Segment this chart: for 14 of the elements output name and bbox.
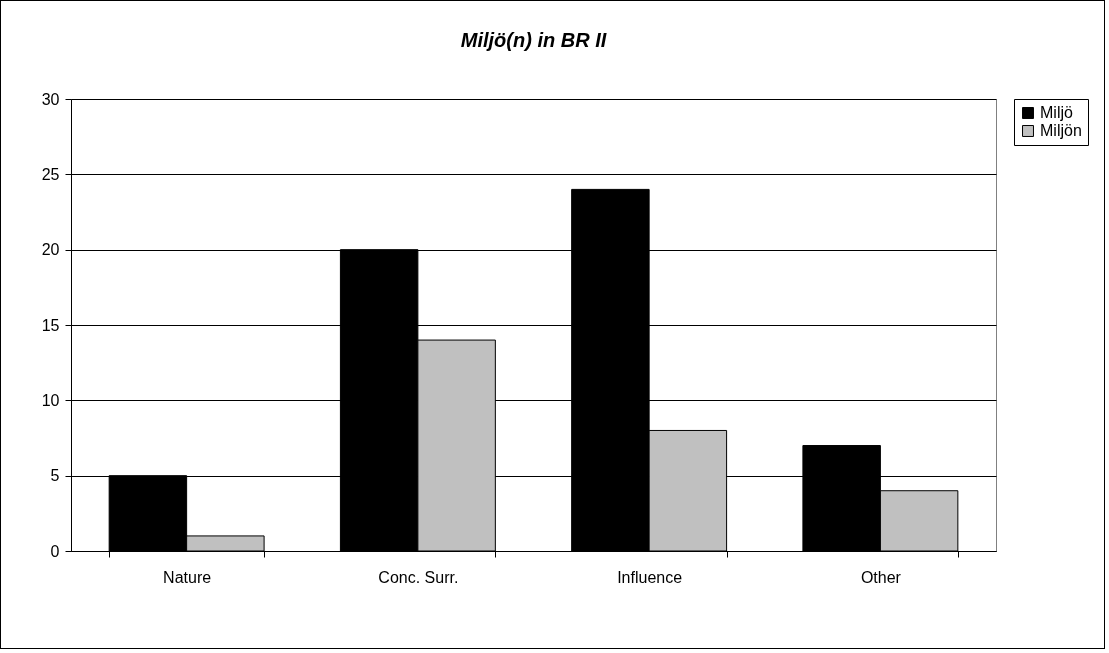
y-tick-label: 0 bbox=[50, 542, 60, 560]
x-tick-label: Influence bbox=[617, 568, 683, 586]
legend-label: Miljön bbox=[1040, 122, 1082, 139]
y-tick-label: 15 bbox=[41, 316, 60, 334]
y-tick-label: 20 bbox=[41, 241, 60, 259]
x-tick-label: Nature bbox=[163, 568, 212, 586]
chart-title: Miljö(n) in BR II bbox=[460, 29, 607, 51]
y-tick-label: 30 bbox=[41, 90, 60, 108]
y-tick-label: 10 bbox=[41, 391, 60, 409]
legend-label: Miljö bbox=[1040, 104, 1073, 121]
y-tick-label: 25 bbox=[41, 165, 60, 183]
x-tick-label: Conc. Surr. bbox=[378, 568, 459, 586]
x-tick-label: Other bbox=[860, 568, 902, 586]
y-tick-label: 5 bbox=[50, 467, 60, 485]
